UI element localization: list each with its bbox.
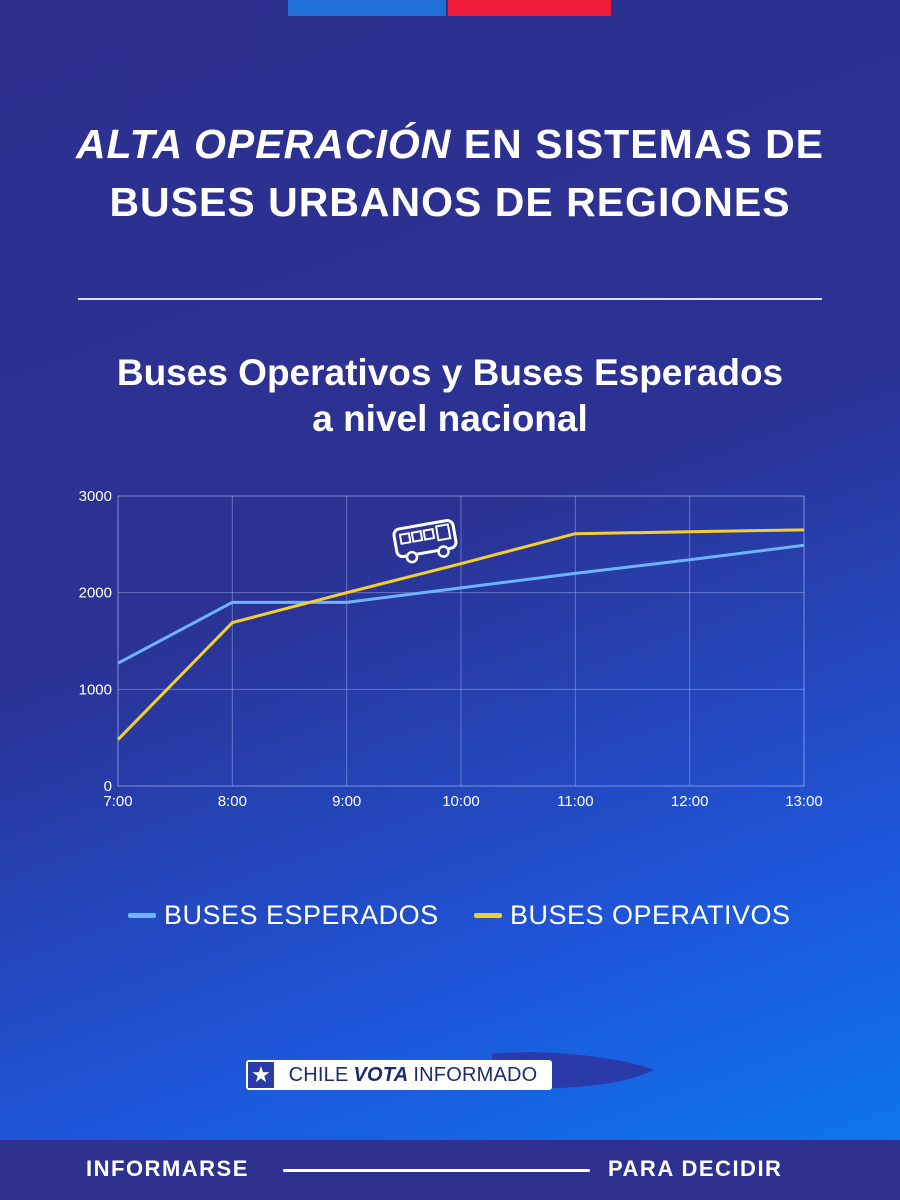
legend-swatch-expected (128, 913, 156, 918)
chart-ticks: 7:00 8:00 9:00 10:00 11:00 12:00 13:00 0 1000 200… (79, 488, 823, 810)
x-tick-label: 13:00 (785, 793, 823, 810)
bus-icon (392, 519, 458, 564)
series-line-expected (117, 543, 805, 665)
page-title: ALTA OPERACIÓN EN SISTEMAS DE BUSES URBA… (0, 115, 900, 231)
logo-word-vota: VOTA (353, 1063, 409, 1086)
chart-lines (116, 528, 805, 741)
y-tick-label: 0 (104, 778, 112, 795)
chart-title-line2: a nivel nacional (312, 398, 588, 439)
y-tick-label: 1000 (79, 681, 112, 698)
x-tick-label: 10:00 (442, 793, 480, 810)
x-tick-label: 9:00 (332, 793, 361, 810)
title-line2: BUSES URBANOS DE REGIONES (109, 179, 791, 225)
logo-word-informado: INFORMADO (413, 1063, 538, 1086)
logo-word-chile: CHILE (288, 1063, 349, 1086)
logo-shape (246, 1052, 654, 1090)
legend-label-operative: BUSES OPERATIVOS (510, 900, 791, 930)
chart-title: Buses Operativos y Buses Esperados a niv… (0, 350, 900, 442)
flag-red-bar (448, 0, 611, 16)
footer: INFORMARSE PARA DECIDIR (0, 1140, 900, 1200)
x-tick-label: 12:00 (671, 793, 709, 810)
x-tick-label: 8:00 (218, 793, 247, 810)
x-tick-label: 11:00 (557, 793, 593, 810)
footer-right-text: PARA DECIDIR (608, 1156, 783, 1181)
line-chart: 7:00 8:00 9:00 10:00 11:00 12:00 13:00 0 1000 200… (79, 488, 823, 810)
chart-title-line1: Buses Operativos y Buses Esperados (116, 352, 784, 393)
legend-swatch-operative (474, 913, 502, 918)
title-divider (78, 298, 822, 300)
x-tick-label: 7:00 (103, 793, 132, 810)
chart-legend: BUSES ESPERADOS BUSES OPERATIVOS (0, 900, 900, 940)
chart-grid (117, 495, 805, 787)
logo-text: CHILE VOTA INFORMADO (276, 1062, 550, 1088)
legend-label-expected: BUSES ESPERADOS (164, 900, 439, 930)
y-tick-label: 2000 (79, 585, 112, 602)
y-tick-label: 3000 (79, 488, 112, 505)
series-line-operative (116, 528, 805, 741)
star-icon: ★ (251, 1062, 271, 1087)
flag-blue-bar (288, 0, 446, 16)
legend-item-operative: BUSES OPERATIVOS (474, 900, 791, 931)
footer-left-text: INFORMARSE (86, 1156, 249, 1181)
title-line1-rest: EN SISTEMAS DE (451, 121, 825, 167)
legend-item-expected: BUSES ESPERADOS (128, 900, 439, 931)
footer-divider (283, 1169, 590, 1172)
title-emphasis: ALTA OPERACIÓN (75, 121, 452, 167)
